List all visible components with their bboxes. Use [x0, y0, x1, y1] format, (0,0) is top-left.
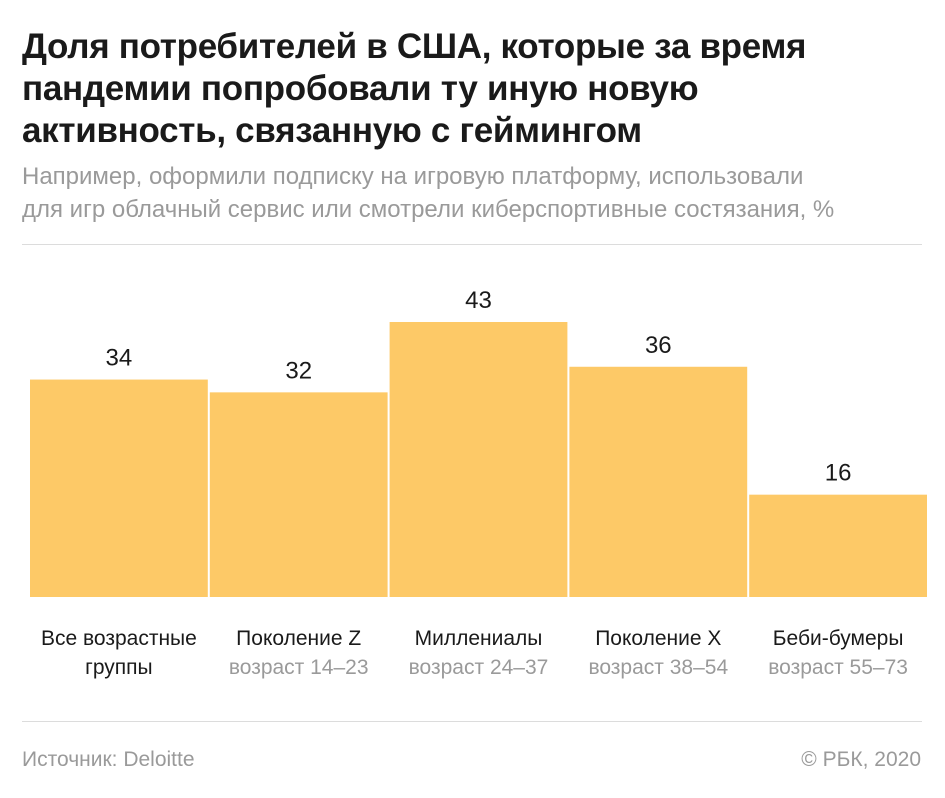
source-note: Источник: Deloitte: [22, 748, 195, 771]
bar-4: [749, 494, 927, 597]
category-label-3: Поколение X возраст 38–54: [568, 624, 748, 682]
title-line: Доля потребителей в США, которые за врем…: [22, 27, 807, 66]
bar-1: [209, 392, 388, 597]
category-name: Беби-бумеры: [772, 627, 904, 650]
category-label-1: Поколение Z возраст 14–23: [209, 624, 389, 682]
category-label-2: Миллениалы возраст 24–37: [389, 624, 569, 682]
category-age-range: возраст 38–54: [588, 656, 729, 679]
chart-subtitle: Например, оформили подписку на игровую п…: [22, 160, 922, 226]
category-age-range: возраст 14–23: [228, 656, 369, 679]
bar-3: [569, 366, 748, 597]
category-name: Поколение Z: [236, 627, 362, 650]
subtitle-line: Например, оформили подписку на игровую п…: [22, 163, 804, 190]
title-line: пандемии попробовали ту иную новую: [22, 69, 699, 108]
chart-title: Доля потребителей в США, которые за врем…: [22, 26, 922, 152]
value-label-4: 16: [825, 460, 852, 487]
bar-2: [389, 322, 568, 597]
value-label-2: 43: [465, 287, 492, 314]
category-age-range: возраст 55–73: [768, 656, 908, 679]
top-divider: [22, 244, 922, 245]
bottom-divider: [22, 721, 922, 722]
copyright-note: © РБК, 2020: [801, 748, 921, 771]
subtitle-line: для игр облачный сервис или смотрели киб…: [22, 196, 835, 223]
category-name: Все возрастные: [40, 627, 197, 650]
value-label-1: 32: [285, 357, 312, 384]
title-line: активность, связанную с геймингом: [22, 111, 642, 150]
value-label-0: 34: [106, 345, 133, 372]
category-label-4: Беби-бумеры возраст 55–73: [748, 624, 928, 682]
category-age-range: возраст 24–37: [408, 656, 549, 679]
category-name: группы: [85, 656, 153, 679]
category-name: Поколение X: [595, 627, 722, 650]
category-label-0: Все возрастные группы: [29, 624, 209, 682]
value-label-3: 36: [645, 332, 672, 359]
bar-0: [30, 379, 208, 597]
category-name: Миллениалы: [414, 627, 543, 650]
